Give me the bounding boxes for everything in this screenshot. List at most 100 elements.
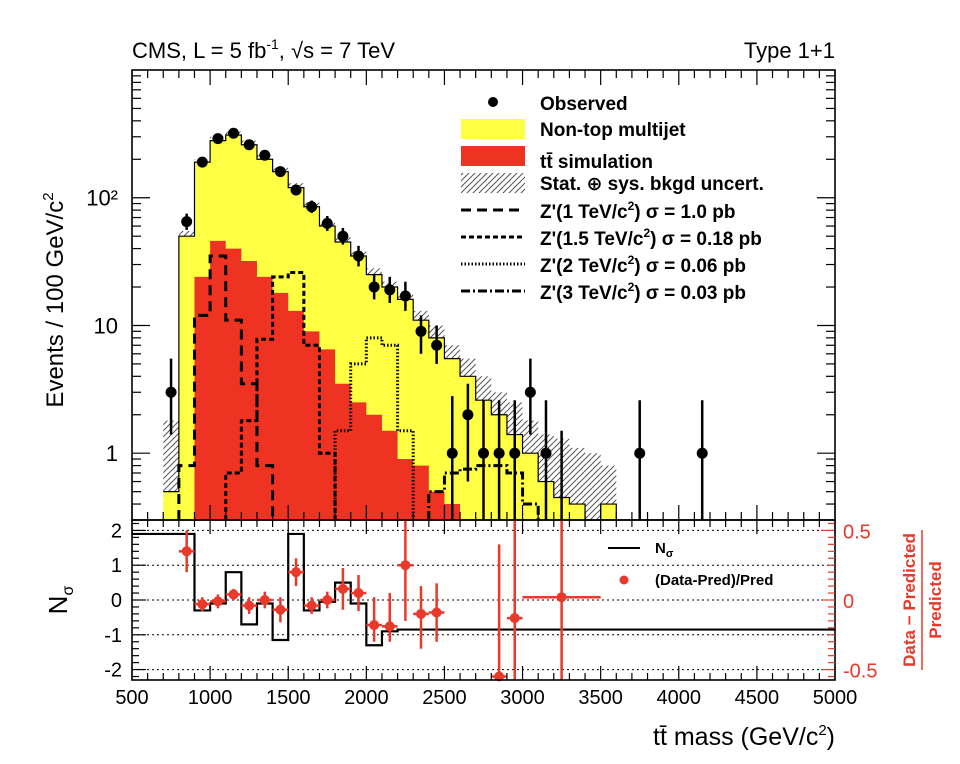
observed-point bbox=[384, 284, 396, 296]
ratio-y-tick-label: -2 bbox=[104, 660, 122, 682]
ratio-y-tick-label: 1 bbox=[111, 555, 122, 577]
legend-zp15: Z'(1.5 TeV/c2) σ = 0.18 pb bbox=[540, 226, 762, 250]
ratio-point bbox=[431, 607, 442, 618]
observed-point bbox=[478, 447, 489, 459]
right-ylabel-numerator: Data − Predicted bbox=[900, 533, 919, 667]
observed-point bbox=[493, 447, 505, 459]
observed-point bbox=[462, 409, 474, 421]
observed-point bbox=[696, 447, 708, 459]
xlabel: tt̄ mass (GeV/c2) bbox=[653, 722, 835, 751]
observed-point bbox=[415, 325, 427, 337]
zprime-curve bbox=[177, 254, 275, 520]
observed-point bbox=[306, 201, 318, 213]
ratio-point bbox=[384, 621, 395, 632]
ratio-point bbox=[353, 588, 364, 599]
ratio-point bbox=[369, 620, 380, 631]
ratio-point bbox=[306, 600, 317, 611]
ratio-y-tick-label: 2 bbox=[111, 520, 122, 542]
observed-point bbox=[446, 447, 458, 459]
header-right: Type 1+1 bbox=[744, 38, 835, 63]
observed-point bbox=[524, 386, 536, 398]
y-tick-label: 10² bbox=[86, 186, 118, 211]
legend-observed: Observed bbox=[540, 94, 628, 115]
ratio-legend: Nσ (Data-Pred)/Pred bbox=[608, 540, 773, 589]
y-tick-label: 1 bbox=[106, 441, 118, 466]
ratio-point bbox=[181, 546, 192, 557]
observed-point bbox=[337, 230, 349, 242]
legend-multijet-swatch bbox=[461, 119, 525, 139]
legend-uncert-swatch bbox=[461, 173, 525, 193]
observed-point bbox=[368, 281, 380, 293]
observed-point bbox=[540, 447, 552, 459]
ratio-point bbox=[275, 604, 286, 615]
zprime-curve bbox=[333, 336, 415, 520]
ratio-right-tick-label: 0 bbox=[843, 591, 854, 613]
stack-outline bbox=[163, 134, 617, 521]
x-tick-label: 3500 bbox=[578, 687, 623, 709]
observed-point bbox=[634, 447, 646, 459]
observed-point bbox=[431, 339, 443, 351]
ratio-point bbox=[509, 613, 520, 624]
top-ylabel: Events / 100 GeV/c2 bbox=[40, 192, 69, 407]
zprime-curve bbox=[224, 270, 337, 520]
observed-point bbox=[353, 250, 365, 262]
ratio-point bbox=[197, 599, 208, 610]
x-tick-label: 2000 bbox=[344, 687, 389, 709]
ratio-point bbox=[259, 595, 270, 605]
observed-point bbox=[243, 139, 255, 151]
ratio-panel-area bbox=[132, 520, 835, 682]
x-tick-label: 4500 bbox=[735, 687, 780, 709]
bottom-ylabel: Nσ bbox=[43, 586, 77, 615]
observed-point bbox=[509, 447, 521, 459]
observed-point bbox=[274, 166, 286, 178]
legend-ttbar: tt̄ simulation bbox=[540, 152, 653, 173]
ttbar-stack bbox=[163, 240, 617, 520]
ratio-point bbox=[244, 600, 255, 611]
legend-zp2: Z'(2 TeV/c2) σ = 0.06 pb bbox=[540, 253, 746, 277]
x-tick-label: 500 bbox=[115, 687, 148, 709]
ratio-point bbox=[337, 583, 348, 594]
main-histogram-area bbox=[163, 127, 708, 521]
observed-point bbox=[165, 386, 177, 398]
x-tick-label: 3000 bbox=[500, 687, 545, 709]
observed-point bbox=[290, 184, 302, 196]
observed-point bbox=[321, 217, 333, 229]
nsigma-line bbox=[132, 532, 835, 647]
legend-observed-marker bbox=[488, 97, 498, 107]
observed-point bbox=[196, 156, 208, 168]
ratio-point bbox=[494, 671, 505, 682]
ratio-point bbox=[212, 596, 223, 607]
right-ylabel-denominator: Predicted bbox=[926, 561, 945, 638]
ratio-point bbox=[291, 567, 302, 578]
observed-point bbox=[212, 133, 224, 145]
x-tick-label: 1000 bbox=[188, 687, 233, 709]
legend-zp3: Z'(3 TeV/c2) σ = 0.03 pb bbox=[540, 280, 746, 304]
ratio-point bbox=[228, 589, 239, 600]
zprime-curve bbox=[427, 464, 540, 520]
x-tick-label: 5000 bbox=[813, 687, 858, 709]
ratio-y-tick-label: -1 bbox=[104, 625, 122, 647]
ratio-y-tick-label: 0 bbox=[111, 590, 122, 612]
x-tick-label: 1500 bbox=[266, 687, 311, 709]
x-tick-label: 4000 bbox=[657, 687, 702, 709]
ratio-point bbox=[322, 595, 333, 605]
legend: Observed Non-top multijet tt̄ simulation… bbox=[461, 94, 764, 304]
ratio-point bbox=[400, 560, 411, 571]
uncertainty-bin bbox=[569, 447, 586, 520]
main-axis-ticks: 1 10 10² bbox=[86, 70, 836, 521]
observed-point bbox=[259, 149, 271, 161]
legend-uncert: Stat. ⊕ sys. bkgd uncert. bbox=[540, 174, 764, 195]
ratio-point bbox=[416, 608, 427, 619]
ratio-right-tick-label: 0.5 bbox=[843, 521, 871, 543]
ratio-right-tick-label: -0.5 bbox=[843, 661, 877, 683]
uncertainty-bin bbox=[585, 453, 601, 520]
legend-ttbar-swatch bbox=[461, 146, 525, 166]
legend-multijet: Non-top multijet bbox=[540, 120, 686, 141]
ratio-axis-ticks: -2 -1 0 1 2 -0.5 0 0.5 500 1000 1500 2000 2500 3000 35… bbox=[104, 520, 877, 709]
legend-nsigma: Nσ bbox=[655, 540, 674, 560]
observed-point bbox=[228, 127, 240, 139]
legend-ratio: (Data-Pred)/Pred bbox=[655, 572, 773, 589]
ratio-point bbox=[556, 592, 567, 603]
legend-ratio-marker bbox=[619, 575, 629, 585]
